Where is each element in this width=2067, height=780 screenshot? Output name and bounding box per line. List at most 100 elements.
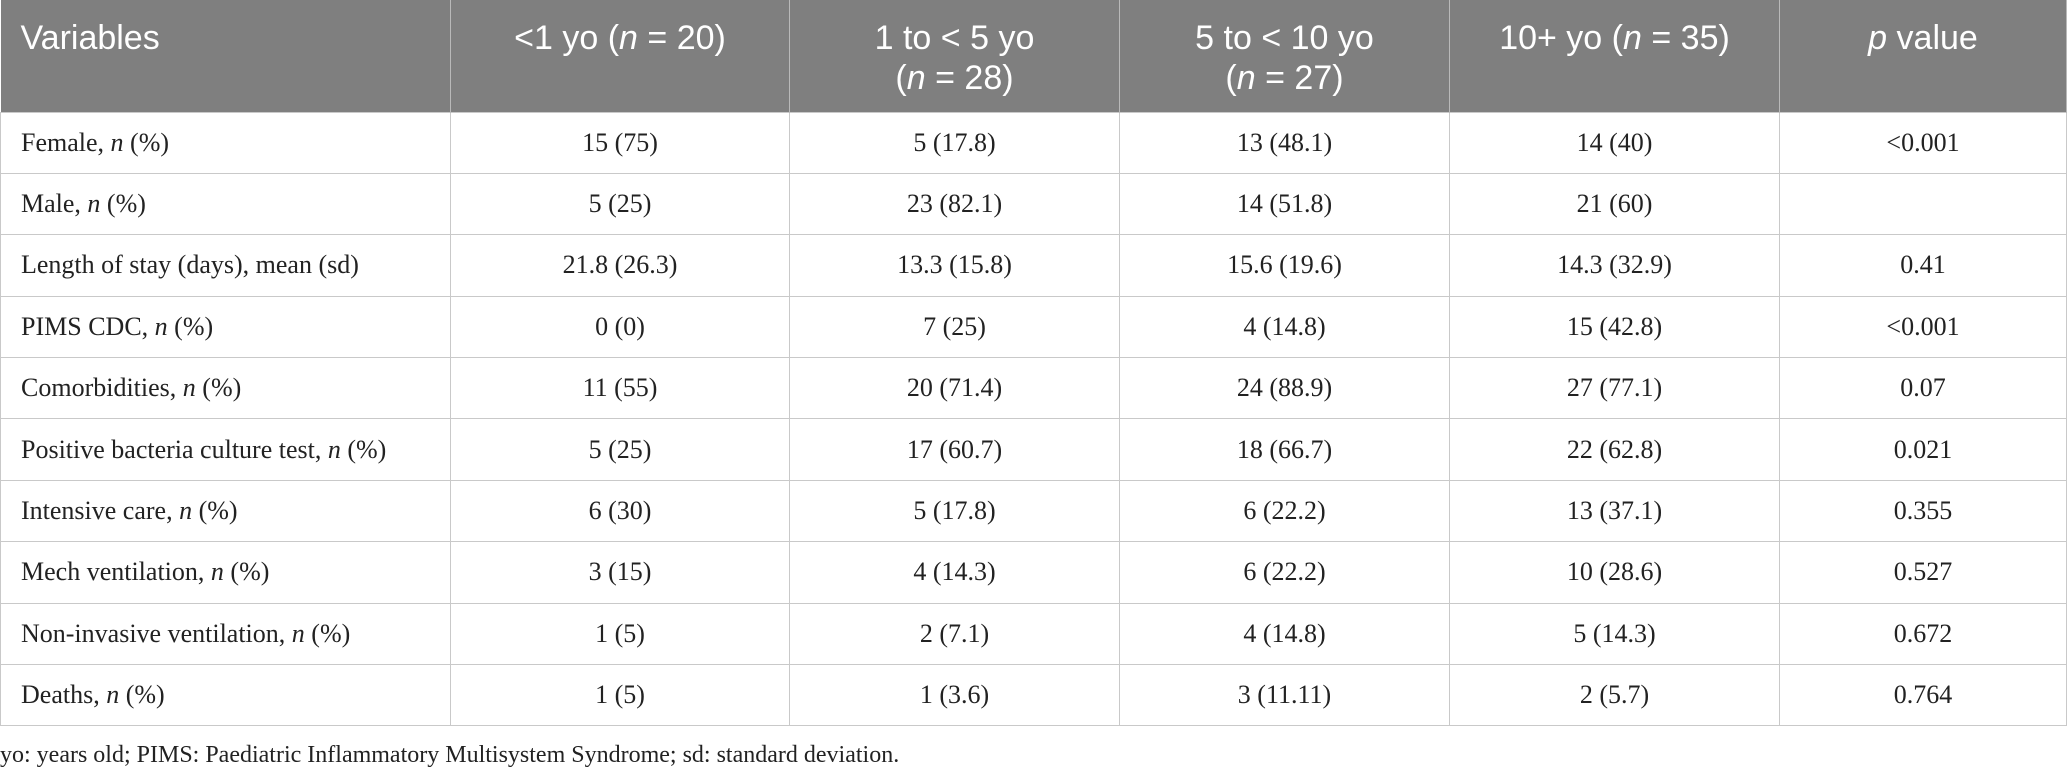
row-label: Non-invasive ventilation, n (%) (0, 602, 451, 666)
row-label-text: Non-invasive ventilation, (21, 618, 292, 648)
row-label-suffix: (%) (304, 618, 351, 648)
row-label-n: n (87, 189, 101, 219)
value-cell: 2 (5.7) (1449, 664, 1780, 727)
value-cell: 7 (25) (789, 295, 1120, 359)
p-value-cell: 0.355 (1779, 479, 2067, 543)
p-value-cell: 0.021 (1779, 418, 2067, 481)
value-cell: 10 (28.6) (1449, 541, 1780, 604)
table-row: PIMS CDC, n (%) 0 (0) 7 (25) 4 (14.8) 15 (42… (0, 295, 2067, 359)
p-value-cell: 0.41 (1779, 234, 2067, 297)
row-label-suffix: (%) (167, 311, 214, 341)
row-label-text: Length of stay (days), mean (sd) (21, 250, 359, 280)
header-10-plus-n: n (1623, 19, 1642, 57)
table-row: Length of stay (days), mean (sd) 21.8 (26… (0, 234, 2067, 297)
header-variables: Variables (0, 0, 451, 112)
results-table: Variables <1 yo (n = 20) 1 to < 5 yo (n … (0, 0, 2067, 727)
row-label-n: n (291, 618, 305, 648)
value-cell: 2 (7.1) (789, 602, 1120, 666)
header-5-to-10-n: n (1236, 59, 1256, 97)
value-cell: 3 (11.11) (1119, 664, 1450, 727)
row-label-text: Mech ventilation, (21, 557, 211, 587)
row-label: Comorbidities, n (%) (0, 357, 451, 420)
value-cell: 6 (30) (450, 479, 790, 543)
row-label-n: n (106, 680, 120, 710)
header-p-italic: p (1868, 19, 1888, 57)
value-cell: 14 (40) (1449, 111, 1780, 174)
header-row: Variables <1 yo (n = 20) 1 to < 5 yo (n … (0, 0, 2067, 112)
row-label: Deaths, n (%) (0, 664, 451, 727)
value-cell: 17 (60.7) (789, 418, 1120, 481)
header-variables-text: Variables (20, 19, 160, 57)
header-1-to-5-line2: (n = 28) (800, 58, 1109, 98)
row-label-n: n (110, 127, 124, 157)
value-cell: 5 (17.8) (789, 479, 1120, 543)
value-cell: 22 (62.8) (1449, 418, 1780, 481)
row-label: Length of stay (days), mean (sd) (0, 234, 451, 297)
p-value-cell: <0.001 (1779, 295, 2067, 359)
row-label-text: Intensive care, (21, 496, 180, 526)
header-under-1-n: n (619, 19, 638, 57)
p-value-cell (1779, 172, 2067, 236)
row-label-suffix: (%) (123, 127, 170, 157)
value-cell: 15 (75) (450, 111, 790, 174)
header-under-1: <1 yo (n = 20) (450, 0, 790, 112)
value-cell: 5 (25) (450, 418, 790, 481)
value-cell: 4 (14.8) (1119, 295, 1450, 359)
row-label-suffix: (%) (100, 189, 146, 219)
value-cell: 6 (22.2) (1119, 479, 1450, 543)
header-p-value-text: value (1887, 19, 1978, 57)
p-value-cell: 0.672 (1779, 602, 2067, 666)
header-5-to-10-count: = 27) (1255, 59, 1344, 97)
header-under-1-text-b: = 20) (637, 19, 726, 57)
value-cell: 15.6 (19.6) (1119, 234, 1450, 297)
row-label: Mech ventilation, n (%) (0, 541, 451, 604)
value-cell: 11 (55) (450, 357, 790, 420)
value-cell: 1 (5) (450, 602, 790, 666)
value-cell: 21 (60) (1449, 172, 1780, 236)
table-row: Non-invasive ventilation, n (%) 1 (5) 2 (7… (0, 602, 2067, 666)
value-cell: 1 (5) (450, 664, 790, 727)
value-cell: 20 (71.4) (789, 357, 1120, 420)
header-1-to-5: 1 to < 5 yo (n = 28) (789, 0, 1120, 112)
table-row: Mech ventilation, n (%) 3 (15) 4 (14.3) 6 (… (0, 541, 2067, 604)
table-row: Positive bacteria culture test, n (%) 5 (… (0, 418, 2067, 481)
value-cell: 3 (15) (450, 541, 790, 604)
value-cell: 21.8 (26.3) (450, 234, 790, 297)
table-row: Deaths, n (%) 1 (5) 1 (3.6) 3 (11.11) 2 (5.7… (0, 664, 2067, 727)
row-label-n: n (210, 557, 224, 587)
p-value-cell: 0.764 (1779, 664, 2067, 727)
value-cell: 5 (17.8) (789, 111, 1120, 174)
value-cell: 18 (66.7) (1119, 418, 1450, 481)
row-label-text: Comorbidities, (21, 373, 183, 403)
row-label-suffix: (%) (195, 373, 242, 403)
value-cell: 5 (14.3) (1449, 602, 1780, 666)
row-label-n: n (179, 496, 193, 526)
value-cell: 23 (82.1) (789, 172, 1120, 236)
header-5-to-10-paren: ( (1225, 59, 1237, 97)
value-cell: 1 (3.6) (789, 664, 1120, 727)
header-under-1-text-a: <1 yo ( (514, 19, 620, 57)
header-1-to-5-line1: 1 to < 5 yo (874, 19, 1035, 57)
header-10-plus-text-a: 10+ yo ( (1499, 19, 1623, 57)
value-cell: 14 (51.8) (1119, 172, 1450, 236)
row-label: Positive bacteria culture test, n (%) (0, 418, 451, 481)
header-10-plus-text-b: = 35) (1641, 19, 1730, 57)
value-cell: 14.3 (32.9) (1449, 234, 1780, 297)
row-label-suffix: (%) (119, 680, 165, 710)
p-value-cell: <0.001 (1779, 111, 2067, 174)
row-label-text: Deaths, (21, 680, 107, 710)
header-1-to-5-paren: ( (895, 59, 907, 97)
p-value-cell: 0.527 (1779, 541, 2067, 604)
row-label-suffix: (%) (223, 557, 270, 587)
table-row: Intensive care, n (%) 6 (30) 5 (17.8) 6 (22… (0, 479, 2067, 543)
row-label: Male, n (%) (0, 172, 451, 236)
header-5-to-10-line2: (n = 27) (1130, 58, 1439, 98)
table-body: Female, n (%) 15 (75) 5 (17.8) 13 (48.1) 14 … (0, 111, 2067, 727)
header-5-to-10-line1: 5 to < 10 yo (1195, 19, 1374, 57)
row-label-text: PIMS CDC, (21, 311, 155, 341)
value-cell: 13 (37.1) (1449, 479, 1780, 543)
row-label-n: n (154, 311, 168, 341)
p-value-cell: 0.07 (1779, 357, 2067, 420)
value-cell: 0 (0) (450, 295, 790, 359)
